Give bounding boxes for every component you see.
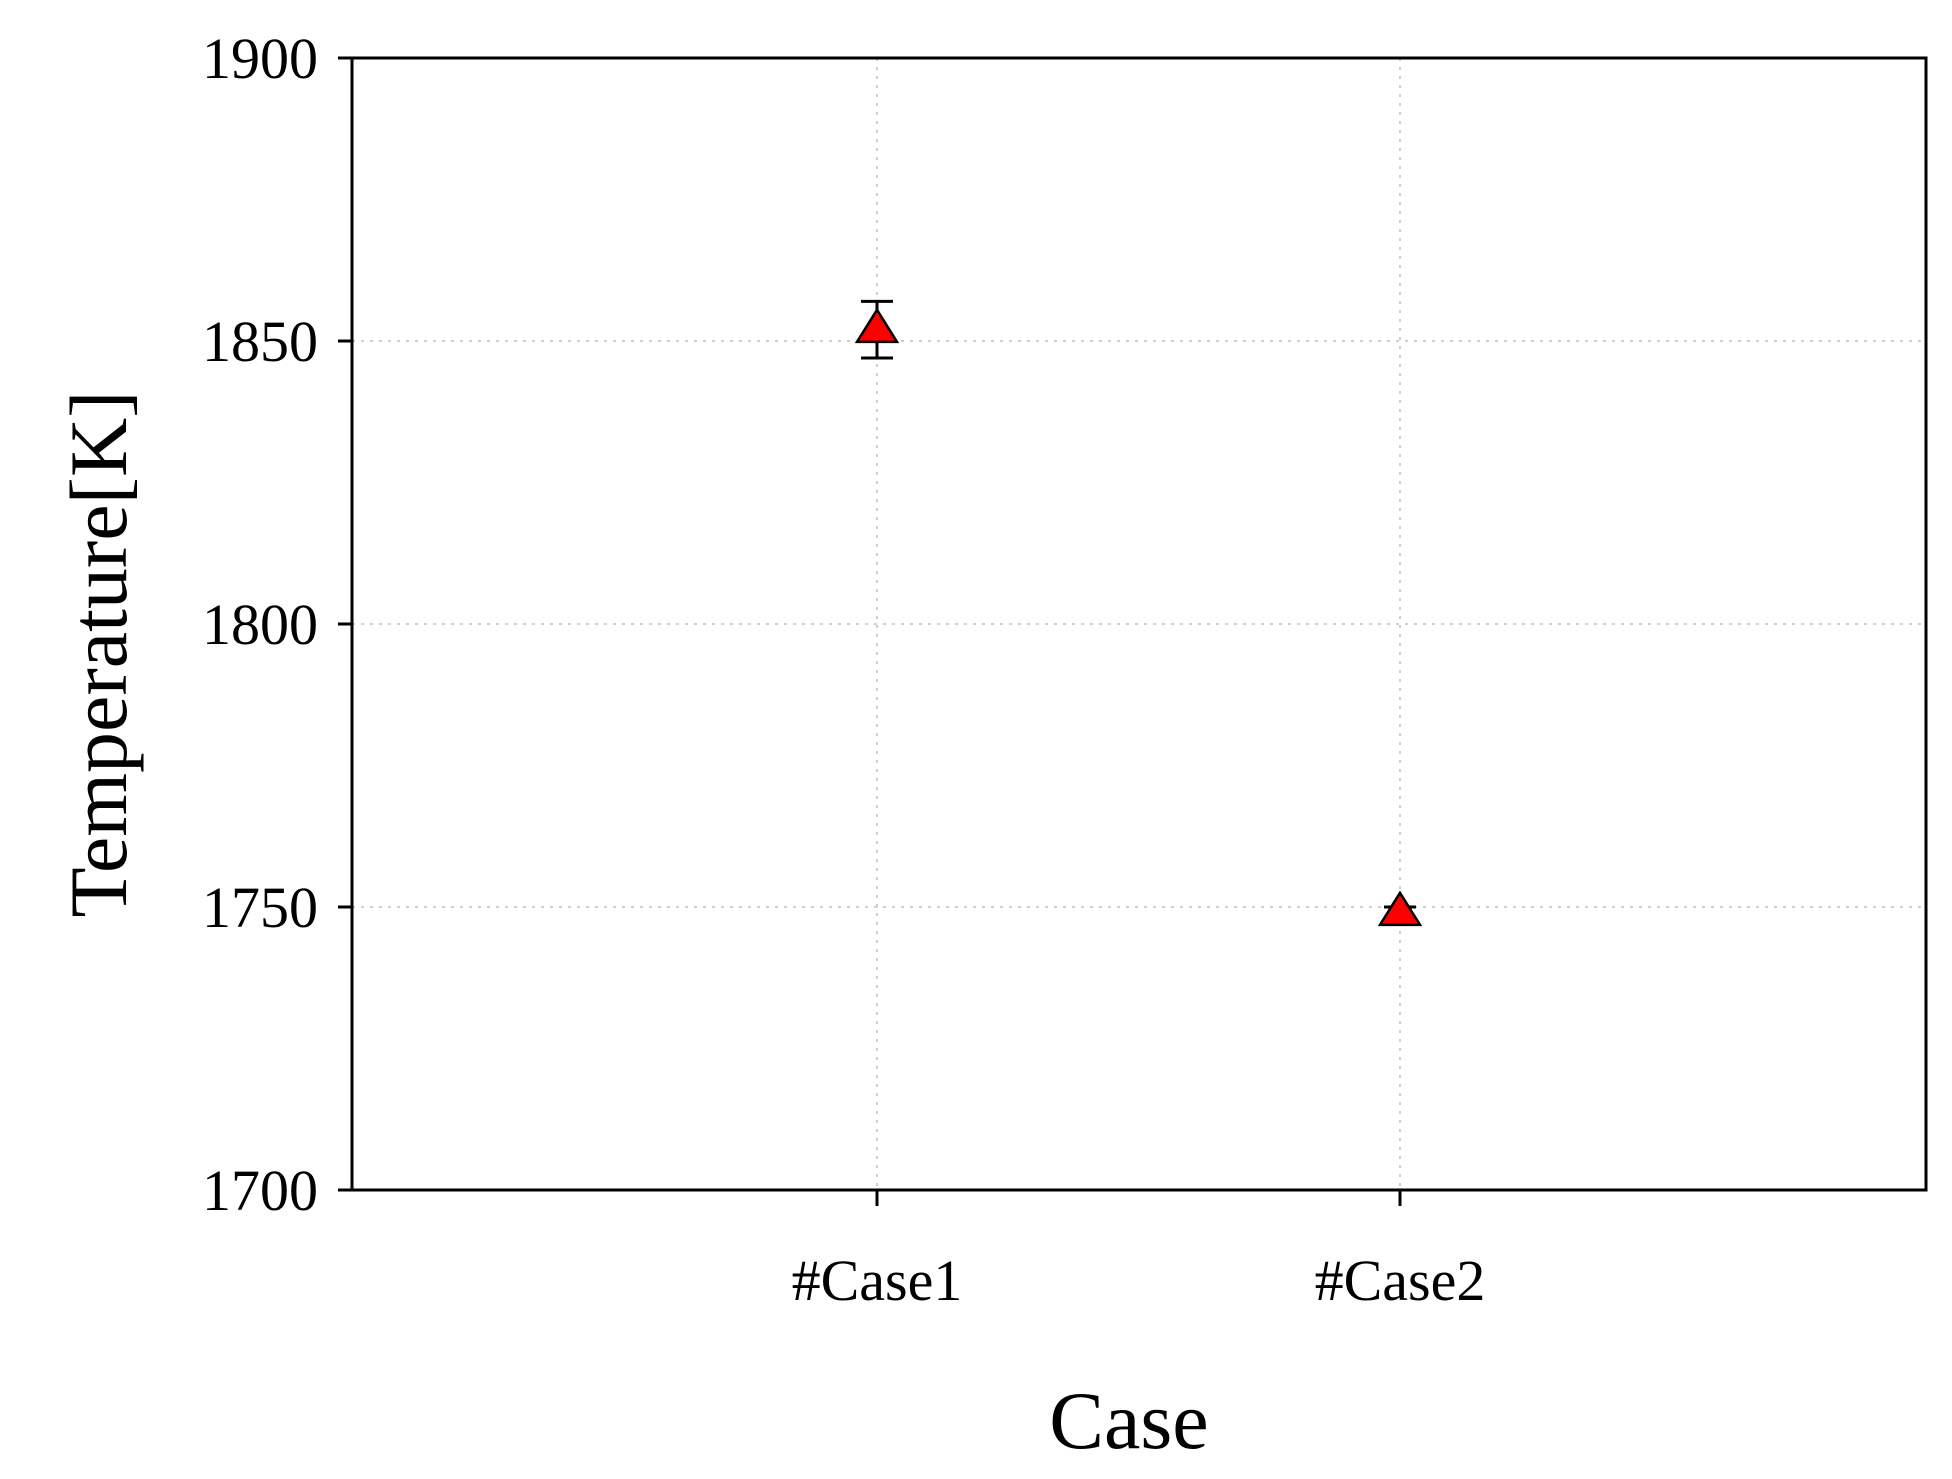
y-tick-label: 1850 bbox=[202, 309, 318, 374]
axis-ticks bbox=[338, 56, 1402, 1206]
gridlines bbox=[352, 58, 1926, 1190]
x-axis-title: Case bbox=[1049, 1375, 1208, 1466]
y-tick-label: 1800 bbox=[202, 592, 318, 657]
data-points bbox=[854, 299, 1423, 927]
data-point-triangle bbox=[854, 307, 900, 344]
x-tick-labels: #Case1 #Case2 bbox=[792, 1248, 1486, 1313]
y-tick-label: 1900 bbox=[202, 26, 318, 91]
y-tick-labels: 1700 1750 1800 1850 1900 bbox=[202, 26, 318, 1223]
y-tick-label: 1700 bbox=[202, 1158, 318, 1223]
y-axis-title: Temperature[K] bbox=[53, 391, 144, 918]
y-tick-label: 1750 bbox=[202, 875, 318, 940]
plot-area-frame bbox=[350, 56, 1928, 1192]
x-tick-label: #Case2 bbox=[1315, 1248, 1486, 1313]
x-tick-label: #Case1 bbox=[792, 1248, 963, 1313]
data-point-triangle bbox=[1377, 890, 1423, 927]
